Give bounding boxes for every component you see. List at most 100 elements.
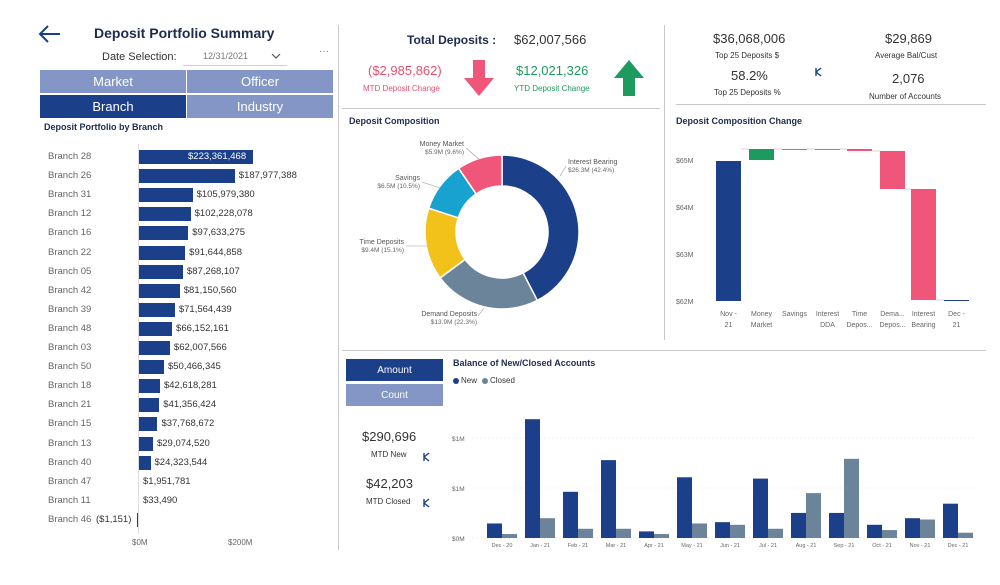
accounts-bar-closed[interactable] [616,528,631,538]
accounts-bar-closed[interactable] [578,528,593,538]
accounts-bar-new[interactable] [867,524,882,538]
waterfall-bar[interactable] [782,149,807,150]
top25-pct-value: 58.2% [731,68,768,83]
branch-row-label: Branch 13 [48,437,92,449]
branch-bar[interactable] [138,226,189,241]
branch-bar[interactable] [138,455,151,470]
more-options-icon[interactable]: ··· [319,46,329,57]
segment-market[interactable]: Market [40,70,186,93]
branch-row-label: Branch 47 [48,475,92,487]
accounts-bar-new[interactable] [525,419,540,538]
accounts-bar-new[interactable] [487,523,502,538]
waterfall-bar[interactable] [716,161,741,301]
mtd-new-value: $290,696 [362,429,417,444]
branch-bar[interactable] [138,188,193,203]
mtd-new-drill-icon[interactable] [423,449,431,467]
waterfall-bar[interactable] [880,151,905,189]
accounts-bar-new[interactable] [601,460,616,538]
composition-donut-chart: Interest Bearing$26.3M (42.4%) Demand Dep… [360,141,618,326]
waterfall-bar[interactable] [847,149,872,151]
branch-bar[interactable] [138,379,160,394]
accounts-bar-closed[interactable] [502,534,517,538]
branch-bar[interactable] [138,169,235,184]
branch-bar[interactable] [138,321,173,336]
donut-slice-label: Money Market [420,141,464,148]
branch-bar[interactable] [138,436,153,451]
branch-bar[interactable] [138,245,186,260]
accounts-bar-closed[interactable] [920,519,935,538]
waterfall-bar[interactable] [911,189,936,300]
waterfall-x-label: Nov - [720,311,737,318]
branch-bar[interactable] [138,207,191,222]
accounts-bar-closed[interactable] [806,493,821,538]
branch-bar[interactable] [137,512,138,527]
date-dropdown-value: 12/31/2021 [203,51,249,61]
accounts-bar-new[interactable] [753,478,768,538]
accounts-bar-new[interactable] [791,512,806,538]
ytd-deposit-change-label: YTD Deposit Change [514,84,590,93]
accounts-bar-closed[interactable] [730,524,745,538]
waterfall-y-tick: $62M [676,299,694,306]
branch-row-label: Branch 42 [48,284,92,296]
branch-bar[interactable] [138,283,180,298]
accounts-bar-closed[interactable] [844,458,859,538]
donut-slice-label: Demand Deposits [421,311,477,318]
back-arrow-icon[interactable] [38,24,62,44]
donut-leader-line [559,165,567,177]
donut-leader-line [465,147,481,161]
branch-bar[interactable] [138,264,183,279]
accounts-x-label: Sep - 21 [834,543,855,549]
accounts-bar-new[interactable] [677,477,692,538]
donut-slice-label: Savings [395,175,420,182]
accounts-bar-closed[interactable] [654,534,669,538]
waterfall-bar[interactable] [944,300,969,301]
branch-bar-value: $50,466,345 [167,361,221,373]
branch-bar[interactable] [138,417,158,432]
branch-axis-tick: $200M [228,538,253,547]
accounts-bar-new[interactable] [639,531,654,538]
accounts-bar-new[interactable] [715,522,730,538]
drillthrough-icon[interactable] [815,64,823,82]
branch-bar[interactable] [138,302,175,317]
count-toggle-button[interactable]: Count [346,384,443,406]
accounts-bar-closed[interactable] [768,528,783,538]
accounts-bar-closed[interactable] [882,530,897,538]
mtd-closed-drill-icon[interactable] [423,495,431,513]
accounts-x-label: Dec - 20 [492,543,513,549]
accounts-bar-new[interactable] [943,503,958,538]
branch-row-label: Branch 40 [48,456,92,468]
accounts-bar-new[interactable] [563,491,578,538]
donut-slice-label: Interest Bearing [568,159,618,166]
branch-bar[interactable] [138,398,160,413]
branch-bar[interactable] [138,360,164,375]
accounts-bar-closed[interactable] [958,532,973,538]
branch-bar-value: $81,150,560 [183,284,237,296]
donut-slice-money-market[interactable] [457,154,503,196]
accounts-bar-new[interactable] [905,518,920,538]
branch-bar[interactable] [138,150,253,164]
accounts-x-label: Jul - 21 [759,543,777,549]
branch-bar-value: $91,644,858 [189,246,243,258]
waterfall-bar[interactable] [815,149,840,150]
branch-bar-value: $71,564,439 [178,303,232,315]
accounts-bar-closed[interactable] [692,523,707,538]
waterfall-x-label-line2: Depos... [879,322,905,329]
accounts-bar-new[interactable] [829,512,844,538]
segment-branch[interactable]: Branch [40,95,186,118]
total-deposits-label: Total Deposits : [407,33,497,47]
waterfall-y-tick: $64M [676,205,694,212]
accounts-y-tick: $0M [452,536,465,543]
segment-industry[interactable]: Industry [187,95,333,118]
waterfall-x-label: Savings [782,311,807,318]
accounts-x-label: Apr - 21 [644,543,664,549]
waterfall-x-label: Dec - [948,311,965,318]
branch-bar[interactable] [138,341,170,355]
amount-toggle-button[interactable]: Amount [346,359,443,381]
date-dropdown[interactable]: 12/31/2021 [183,46,287,66]
accounts-bar-closed[interactable] [540,518,555,538]
accounts-x-label: Oct - 21 [872,543,892,549]
avg-balance-value: $29,869 [885,31,932,46]
segment-officer[interactable]: Officer [187,70,333,93]
waterfall-bar[interactable] [749,149,774,160]
donut-slice-interest-bearing[interactable] [501,154,580,302]
